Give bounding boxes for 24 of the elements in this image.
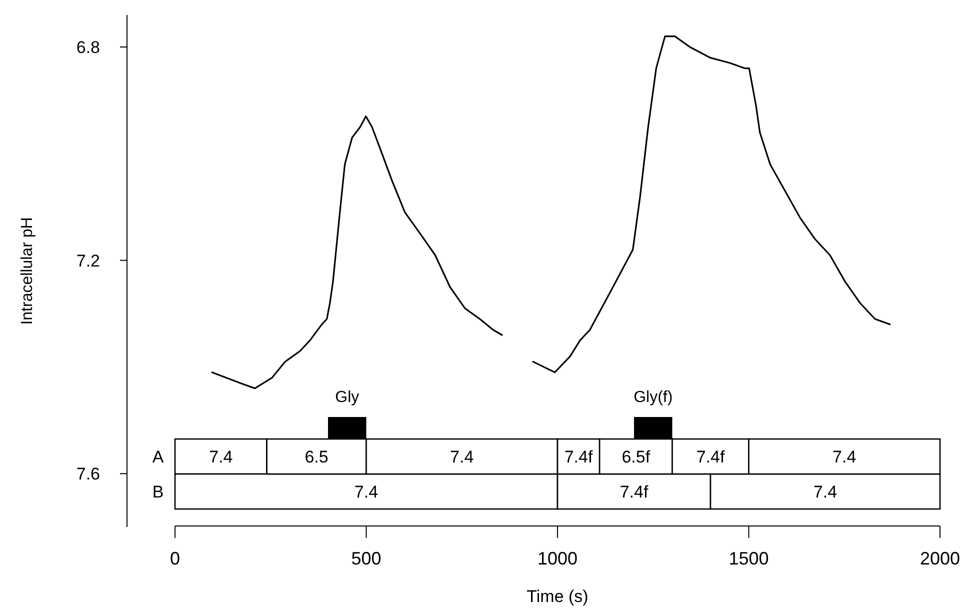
annotation: 7.4f	[620, 482, 648, 502]
x-tick-label: 1500	[728, 548, 769, 568]
x-tick-label: 2000	[920, 548, 960, 568]
annotation: 7.4	[832, 447, 856, 466]
annotation: 7.4	[450, 447, 474, 466]
annotation: 6.5	[304, 447, 328, 466]
annotation: 6.5f	[622, 447, 650, 466]
annotation: 7.4f	[564, 447, 593, 466]
x-tick-label: 0	[170, 548, 180, 568]
x-axis-title: Time (s)	[526, 586, 588, 606]
y-tick-label: 7.6	[76, 464, 100, 484]
y-tick-label: B	[152, 482, 164, 502]
annotation: 7.4	[354, 482, 378, 502]
y-tick-label: A	[152, 447, 164, 466]
band-label: Gly(f)	[634, 389, 673, 406]
x-tick-label: 500	[351, 548, 382, 568]
x-tick-label: 1000	[537, 548, 578, 568]
annotation: 7.4	[209, 447, 233, 466]
annotation: 7.4	[813, 482, 838, 502]
y-tick-label: 7.2	[76, 251, 100, 270]
annotation: 7.4f	[696, 447, 725, 466]
y-tick-label: 6.8	[76, 38, 100, 57]
y-axis-title: Intracellular pH	[19, 217, 36, 325]
band-label: Gly	[335, 389, 360, 406]
